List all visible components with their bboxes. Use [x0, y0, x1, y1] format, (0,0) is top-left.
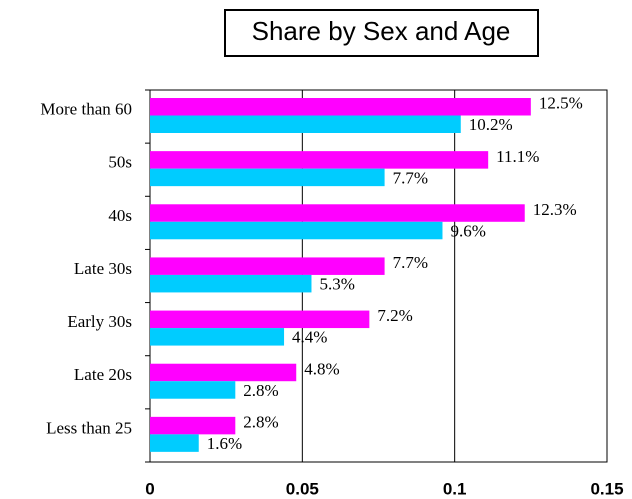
- bar: [150, 168, 385, 187]
- value-label: 5.3%: [319, 275, 354, 294]
- x-tick-label: 0.05: [286, 479, 319, 498]
- bar: [150, 434, 199, 452]
- value-label: 11.1%: [496, 147, 539, 166]
- chart-title: Share by Sex and Age: [252, 16, 511, 46]
- y-tick-label: Early 30s: [67, 312, 132, 331]
- bar: [150, 363, 297, 382]
- bar: [150, 274, 312, 293]
- value-label: 4.4%: [292, 328, 327, 347]
- bar: [150, 151, 489, 169]
- value-label: 7.2%: [377, 306, 412, 325]
- bar: [150, 204, 525, 222]
- y-tick-label: 40s: [108, 206, 132, 225]
- x-tick-label: 0: [145, 479, 154, 498]
- value-label: 7.7%: [393, 253, 428, 272]
- bar: [150, 257, 385, 275]
- x-tick-label: 0.15: [590, 479, 623, 498]
- value-label: 12.3%: [533, 200, 577, 219]
- value-label: 10.2%: [469, 115, 513, 134]
- value-label: 12.5%: [539, 94, 583, 113]
- value-label: 1.6%: [207, 434, 242, 453]
- x-tick-label: 0.1: [443, 479, 467, 498]
- value-label: 2.8%: [243, 381, 278, 400]
- title-box: [224, 9, 539, 57]
- bar: [150, 98, 531, 116]
- y-tick-label: Less than 25: [46, 418, 132, 437]
- y-tick-label: 50s: [108, 153, 132, 172]
- y-tick-label: More than 60: [40, 99, 132, 118]
- bar: [150, 115, 461, 133]
- value-label: 7.7%: [393, 168, 428, 187]
- value-label: 4.8%: [304, 359, 339, 378]
- bar: [150, 328, 285, 346]
- bar: [150, 221, 443, 240]
- value-label: 9.6%: [450, 221, 485, 240]
- bar: [150, 381, 236, 399]
- y-tick-label: Late 20s: [74, 365, 132, 384]
- bar: [150, 310, 370, 329]
- value-label: 2.8%: [243, 413, 278, 432]
- y-tick-label: Late 30s: [74, 259, 132, 278]
- bar: [150, 416, 236, 435]
